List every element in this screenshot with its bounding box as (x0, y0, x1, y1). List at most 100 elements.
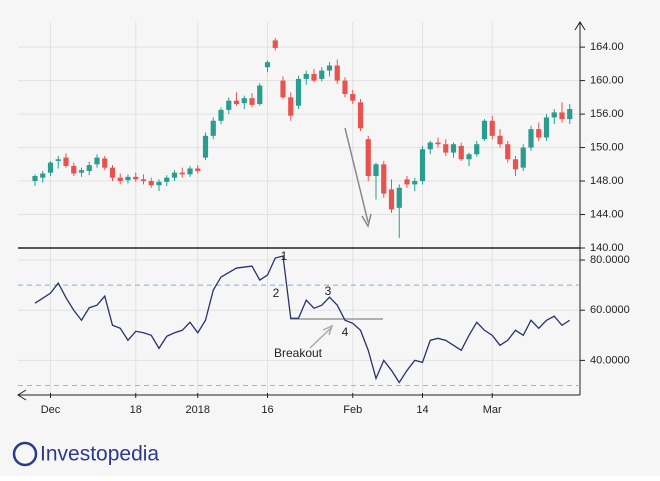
y-tick-label: 156.00 (590, 108, 624, 120)
candle-body (543, 117, 550, 138)
candle-body (218, 109, 224, 121)
candle-body (528, 129, 534, 148)
candle-body (427, 142, 433, 150)
candle-body (210, 120, 216, 136)
candle-body (311, 73, 317, 81)
y-tick-label: 148.00 (590, 175, 624, 187)
candle-body (241, 98, 247, 104)
candle-body (319, 70, 325, 79)
y-tick-label: 60.0000 (590, 304, 630, 316)
trend-arrow (344, 127, 369, 223)
candle-body (326, 65, 333, 71)
candle-body (295, 78, 302, 106)
candle-body (551, 112, 557, 118)
annotation: 3 (325, 284, 332, 298)
candle-body (233, 100, 240, 105)
candle-body (102, 158, 108, 168)
candle-body (195, 168, 201, 171)
candle-body (396, 187, 402, 208)
y-tick-label: 144.00 (590, 208, 624, 220)
rsi-line (34, 255, 571, 384)
y-tick-label: 80.0000 (590, 254, 630, 266)
candle-body (280, 80, 286, 98)
annotation: 4 (342, 325, 349, 339)
candle-body (226, 100, 232, 110)
candle-body (288, 97, 294, 116)
axis-arrow (574, 21, 586, 31)
candle-body (164, 177, 170, 182)
candle-body (350, 93, 356, 101)
candle-body (187, 168, 193, 175)
axis-arrow (17, 389, 27, 401)
candle-body (140, 179, 147, 182)
candle-body (156, 181, 162, 186)
candle-body (435, 142, 441, 145)
candle-body (55, 159, 61, 161)
candle-body (404, 179, 410, 185)
candle-body (249, 98, 255, 105)
x-tick-label: 2018 (186, 404, 210, 416)
candle-body (419, 149, 426, 182)
y-tick-label: 160.00 (590, 74, 624, 86)
x-tick-label: 16 (261, 404, 273, 416)
x-tick-label: Dec (41, 404, 61, 416)
candle-body (450, 144, 457, 153)
candle-body (342, 80, 348, 94)
candle-body (373, 164, 379, 177)
candle-body (125, 176, 131, 181)
candle-body (567, 109, 573, 120)
candle-body (264, 62, 271, 68)
candle-body (86, 165, 92, 171)
candle-body (365, 139, 371, 177)
candle-body (109, 167, 116, 178)
candle-body (148, 181, 154, 186)
candle-body (443, 144, 449, 153)
candle-body (357, 102, 364, 129)
breakout-arrow (309, 327, 332, 349)
candle-body (117, 177, 123, 182)
grid (18, 22, 580, 393)
candle-body (489, 120, 495, 136)
trend-arrow-head (361, 213, 372, 228)
annotation: Breakout (274, 346, 323, 360)
candle-body (512, 159, 519, 170)
candle-body (47, 162, 54, 173)
y-tick-label: 164.00 (590, 41, 624, 53)
candle-body (63, 157, 69, 166)
candle-body (381, 164, 387, 194)
candle-body (505, 144, 511, 160)
annotation: 2 (273, 286, 280, 300)
candle-body (303, 73, 309, 79)
x-tick-label: Mar (483, 404, 502, 416)
candle-body (388, 189, 395, 210)
candle-body (40, 173, 46, 178)
y-tick-label: 150.00 (590, 141, 624, 153)
y-tick-label: 140.00 (590, 242, 624, 254)
candle-body (171, 172, 178, 178)
candle-body (466, 154, 472, 160)
candle-body (32, 176, 38, 182)
candle-body (412, 181, 418, 185)
candle-body (179, 172, 185, 175)
candle-body (71, 165, 77, 174)
candle-body (78, 170, 85, 173)
x-tick-label: Feb (343, 404, 362, 416)
candle-body (474, 144, 480, 155)
annotation: 1 (281, 249, 288, 263)
y-tick-label: 40.0000 (590, 354, 630, 366)
candle-body (520, 147, 526, 168)
candle-body (497, 135, 503, 145)
logo-text: Investopedia (40, 443, 159, 466)
x-tick-label: 14 (416, 404, 428, 416)
candle-body (202, 135, 209, 158)
candle-body (257, 85, 263, 105)
candle-body (133, 176, 139, 180)
candle-body (334, 65, 340, 81)
breakout-arrow-head (322, 324, 334, 336)
candle-body (458, 145, 464, 160)
candle-body (559, 112, 565, 120)
candle-body (94, 157, 100, 165)
candle-body (536, 129, 542, 138)
